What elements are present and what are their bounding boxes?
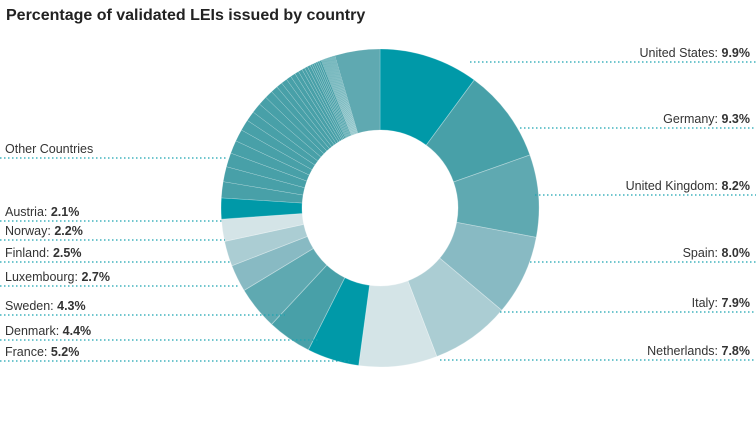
slice-other-countries <box>330 56 357 135</box>
slice-germany <box>425 79 531 183</box>
slice-other-countries <box>325 57 355 135</box>
slice-other-countries <box>265 91 328 155</box>
slice-other-countries <box>271 86 330 152</box>
slice-other-countries <box>328 56 356 135</box>
label-value: 2.2% <box>54 224 83 238</box>
slice-other-countries <box>319 59 352 137</box>
label-name: Finland: <box>5 246 53 260</box>
slice-other-countries <box>321 59 353 136</box>
slice-norway <box>220 213 305 242</box>
slice-other-countries <box>334 48 381 134</box>
slice-other-countries <box>259 97 325 158</box>
slice-austria <box>220 197 303 220</box>
label-value: 7.9% <box>721 296 751 310</box>
slice-other-countries <box>327 57 356 135</box>
slice-other-countries <box>281 79 335 148</box>
label-name: Netherlands: <box>647 344 722 358</box>
slice-other-countries <box>276 82 333 149</box>
label-united-kingdom: United Kingdom: 8.2% <box>626 179 750 193</box>
label-value: 7.8% <box>721 344 751 358</box>
slice-other-countries <box>326 57 355 135</box>
slice-other-countries <box>246 111 319 166</box>
slice-other-countries <box>329 56 357 135</box>
label-norway: Norway: 2.2% <box>5 224 83 238</box>
slice-other-countries <box>331 55 358 134</box>
label-name: United Kingdom: <box>625 179 722 193</box>
label-name: France: <box>5 345 51 359</box>
slice-other-countries <box>322 58 353 136</box>
slice-united-states <box>379 48 475 146</box>
slice-other-countries <box>226 152 308 189</box>
label-austria: Austria: 2.1% <box>5 205 79 219</box>
slice-france <box>307 277 370 367</box>
slice-other-countries <box>309 63 347 139</box>
label-name: Italy: <box>691 296 722 310</box>
label-name: Germany: <box>663 112 722 126</box>
label-value: 2.5% <box>52 246 82 260</box>
chart-title: Percentage of validated LEIs issued by c… <box>6 7 366 24</box>
slice-other-countries <box>313 62 349 138</box>
label-name: Spain: <box>682 246 722 260</box>
slice-other-countries <box>301 67 344 141</box>
slice-other-countries <box>241 120 316 171</box>
slice-other-countries <box>222 166 305 196</box>
label-denmark: Denmark: 4.4% <box>5 324 91 338</box>
label-value: 5.2% <box>50 345 80 359</box>
label-other-countries: Other Countries <box>5 142 94 156</box>
label-name: Austria: <box>5 205 51 219</box>
slice-other-countries <box>317 60 351 137</box>
slice-other-countries <box>333 55 359 134</box>
slice-denmark <box>271 264 346 351</box>
slice-other-countries <box>307 64 347 139</box>
label-value: 9.9% <box>721 46 751 60</box>
label-netherlands: Netherlands: 7.8% <box>647 344 750 358</box>
label-name: United States: <box>639 46 722 60</box>
label-value: 9.3% <box>721 112 751 126</box>
slice-other-countries <box>311 63 348 138</box>
label-sweden: Sweden: 4.3% <box>5 299 86 313</box>
slice-other-countries <box>315 61 350 138</box>
label-united-states: United States: 9.9% <box>640 46 751 60</box>
label-name: Luxembourg: <box>5 270 82 284</box>
slice-united-kingdom <box>453 154 540 238</box>
slice-netherlands <box>358 280 438 368</box>
label-luxembourg: Luxembourg: 2.7% <box>5 270 110 284</box>
label-value: 2.1% <box>50 205 80 219</box>
label-value: 4.3% <box>57 299 86 313</box>
label-spain: Spain: 8.0% <box>683 246 750 260</box>
slice-other-countries <box>286 76 337 146</box>
label-name: Norway: <box>5 224 55 238</box>
slice-italy <box>407 257 503 358</box>
slice-other-countries <box>290 73 339 144</box>
label-value: 8.0% <box>721 246 751 260</box>
label-france: France: 5.2% <box>5 345 79 359</box>
label-value: 8.2% <box>721 179 751 193</box>
slice-other-countries <box>230 140 310 182</box>
slice-other-countries <box>294 71 341 143</box>
label-finland: Finland: 2.5% <box>5 246 81 260</box>
label-italy: Italy: 7.9% <box>692 296 750 310</box>
label-name: Denmark: <box>5 324 63 338</box>
slice-other-countries <box>332 55 358 134</box>
slice-other-countries <box>221 181 304 204</box>
label-value: 4.4% <box>62 324 92 338</box>
slice-other-countries <box>324 58 354 136</box>
label-value: 2.7% <box>81 270 110 284</box>
label-name: Sweden: <box>5 299 58 313</box>
label-germany: Germany: 9.3% <box>663 112 750 126</box>
